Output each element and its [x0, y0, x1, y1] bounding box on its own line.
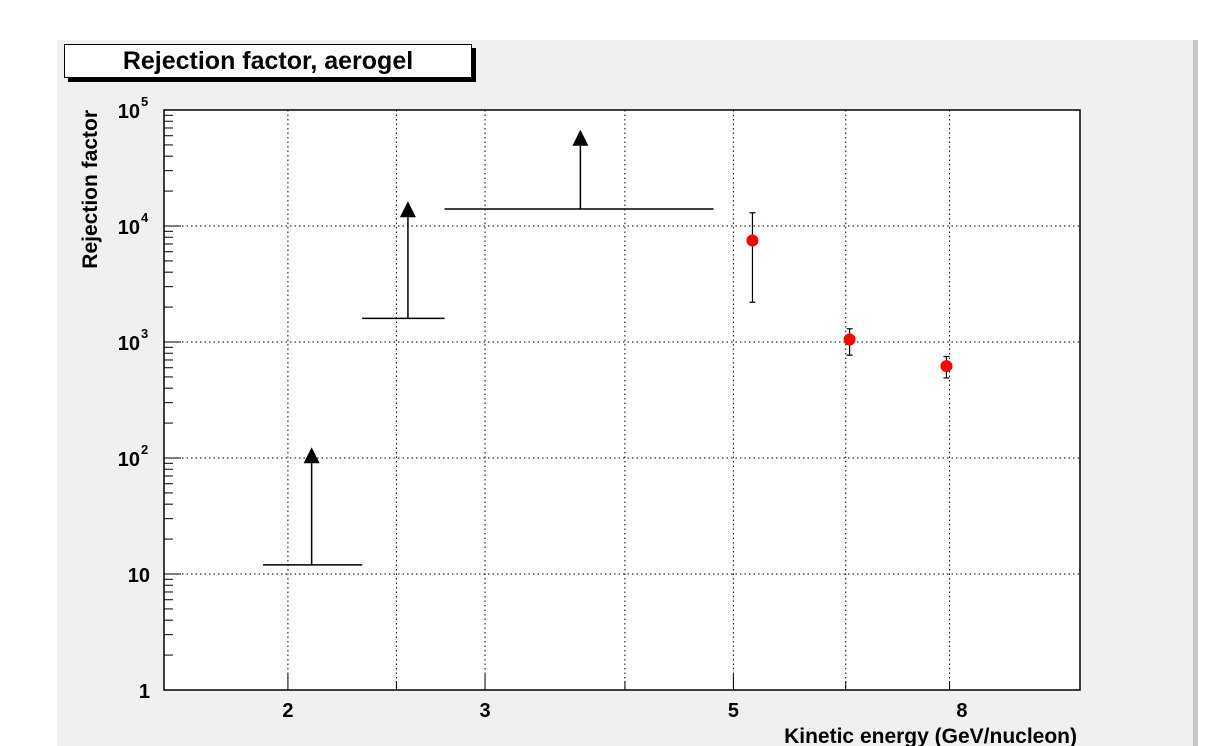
limit-arrow-head: [303, 447, 320, 464]
limit-arrow-head: [572, 129, 589, 146]
limit-arrow-head: [399, 201, 416, 218]
plot-area: [164, 110, 1080, 690]
canvas-edge: [1193, 40, 1198, 746]
x-tick-label: 5: [728, 700, 739, 722]
data-point: [746, 234, 759, 247]
y-tick-label: 1: [139, 681, 150, 703]
y-tick-exponent: 3: [141, 326, 148, 341]
data-point: [843, 333, 856, 346]
x-axis-title: Kinetic energy (GeV/nucleon): [784, 725, 1077, 746]
y-tick-label: 10: [118, 101, 140, 123]
x-tick-label: 2: [282, 700, 293, 722]
chart-title-box: Rejection factor, aerogel: [64, 44, 472, 78]
y-tick-label: 10: [128, 565, 150, 587]
y-tick-label: 10: [118, 333, 140, 355]
y-tick-exponent: 4: [141, 210, 149, 225]
y-tick-exponent: 2: [141, 442, 148, 457]
chart-title: Rejection factor, aerogel: [122, 47, 414, 75]
plot-frame: [163, 109, 1081, 691]
x-tick-label: 8: [956, 700, 967, 722]
y-tick-label: 10: [118, 449, 140, 471]
y-tick-label: 10: [118, 217, 140, 239]
y-axis-title: Rejection factor: [79, 110, 102, 269]
x-tick-label: 3: [479, 700, 490, 722]
data-point: [940, 360, 953, 373]
y-tick-exponent: 5: [141, 94, 148, 109]
